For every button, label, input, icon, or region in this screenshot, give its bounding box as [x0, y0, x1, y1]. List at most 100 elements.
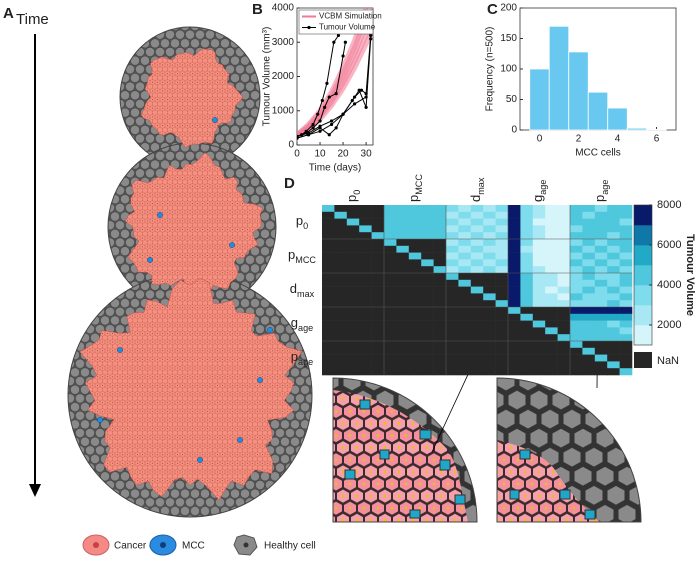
nan-cell: [334, 293, 348, 301]
nan-cell: [446, 300, 459, 308]
heat-cell: [570, 252, 583, 260]
heat-cell: [508, 259, 521, 267]
nan-cell: [371, 300, 385, 308]
heat-cell: [396, 218, 410, 226]
nan-cell: [582, 354, 596, 362]
nan-cell: [371, 266, 385, 274]
nan-cell: [359, 354, 372, 362]
nan-cell: [384, 266, 397, 274]
heat-cell: [570, 218, 583, 226]
heat-cell: [495, 232, 509, 240]
nan-cell: [396, 368, 410, 376]
cancer-region: [79, 277, 303, 501]
heat-cell: [557, 259, 571, 267]
heat-cell: [446, 273, 459, 281]
mcc-icon: [160, 542, 166, 548]
nan-cell: [359, 218, 372, 226]
heat-cell: [570, 341, 583, 349]
nan-cell: [346, 307, 360, 315]
nan-cell: [334, 334, 348, 342]
nan-cell: [396, 307, 410, 315]
heat-cell: [458, 245, 472, 253]
nan-cell: [495, 286, 509, 294]
nan-cell: [322, 259, 335, 267]
nan-cell: [371, 347, 385, 355]
nan-cell: [322, 327, 335, 335]
heat-cell: [508, 225, 521, 233]
nan-cell: [359, 211, 372, 219]
heat-cell: [582, 239, 596, 247]
nan-cell: [458, 354, 472, 362]
nan-cell: [359, 368, 372, 376]
column-label-sub: max: [476, 177, 486, 195]
heat-cell: [619, 327, 633, 335]
nan-cell: [520, 341, 534, 349]
heat-cell: [545, 211, 558, 219]
nan-cell: [346, 252, 360, 260]
heat-cell: [470, 232, 484, 240]
heat-cell: [508, 279, 521, 287]
heat-cell: [594, 218, 608, 226]
nan-cell: [446, 286, 459, 294]
heat-cell: [594, 300, 608, 308]
heat-cell: [396, 211, 410, 219]
heat-cell: [532, 273, 546, 281]
nan-cell: [545, 341, 558, 349]
heat-cell: [483, 259, 496, 267]
mcc-cell: [212, 117, 218, 123]
nan-cell: [458, 286, 472, 294]
heat-cell: [483, 239, 496, 247]
heat-cell: [433, 266, 447, 274]
nan-cell: [557, 327, 571, 335]
heat-cell: [607, 239, 620, 247]
nan-cell: [619, 361, 633, 369]
column-label-sub: age: [538, 180, 548, 195]
heat-cell: [545, 286, 558, 294]
row-label: dmax: [290, 281, 315, 299]
column-label-main: d: [468, 195, 483, 202]
nan-cell: [346, 347, 360, 355]
nan-cell: [384, 245, 397, 253]
nan-cell: [359, 252, 372, 260]
row-label-sub: 0: [303, 221, 308, 231]
heat-cell: [495, 225, 509, 233]
nan-cell: [359, 293, 372, 301]
nan-cell: [421, 307, 434, 315]
heat-cell: [520, 259, 534, 267]
nan-cell: [483, 341, 496, 349]
nan-cell: [582, 361, 596, 369]
column-label: page: [592, 180, 610, 202]
nan-cell: [458, 347, 472, 355]
legend-label: Tumour Volume: [319, 23, 376, 32]
nan-cell: [346, 313, 360, 321]
nan-cell: [359, 259, 372, 267]
nan-cell: [322, 361, 335, 369]
colorbar-band: [634, 245, 652, 266]
nan-cell: [396, 334, 410, 342]
nan-cell: [322, 232, 335, 240]
heat-cell: [520, 300, 534, 308]
nan-cell: [359, 205, 372, 213]
heat-cell: [619, 225, 633, 233]
nan-cell: [421, 252, 434, 260]
heat-cell: [582, 327, 596, 335]
heat-cell: [582, 259, 596, 267]
row-label: gage: [291, 315, 313, 333]
heat-cell: [607, 273, 620, 281]
heat-cell: [570, 334, 583, 342]
nan-cell: [322, 347, 335, 355]
data-point: [357, 88, 361, 92]
nan-cell: [433, 252, 447, 260]
data-point: [318, 124, 322, 128]
nan-cell: [495, 354, 509, 362]
heat-cell: [408, 225, 422, 233]
heat-cell: [446, 252, 459, 260]
nan-cell: [433, 300, 447, 308]
nan-cell: [359, 313, 372, 321]
x-tick-label: 10: [314, 149, 326, 160]
heat-cell: [607, 307, 620, 315]
column-label-sub: age: [600, 180, 610, 195]
nan-cell: [495, 313, 509, 321]
legend-label: Cancer cell: [114, 541, 164, 552]
nan-cell: [446, 354, 459, 362]
